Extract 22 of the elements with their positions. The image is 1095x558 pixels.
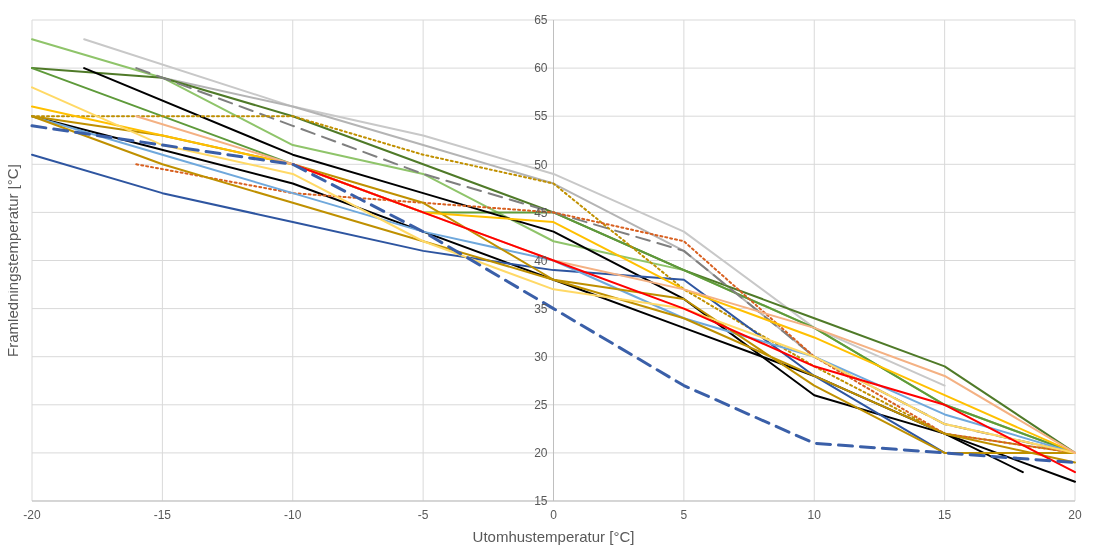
x-tick-label: 10 [807,508,822,522]
y-tick-label: 40 [534,253,548,268]
x-tick-label: 20 [1068,508,1082,522]
x-tick-label: -10 [284,508,302,522]
y-tick-label: 55 [534,109,548,124]
x-tick-label: 5 [680,508,688,522]
y-tick-label: 15 [534,494,548,509]
y-tick-label: 30 [534,349,548,364]
y-tick-label: 25 [534,398,548,412]
x-tick-label: -5 [417,508,429,522]
x-tick-label: 15 [937,508,952,522]
x-tick-label: 0 [550,508,558,522]
y-tick-label: 60 [534,61,548,76]
x-tick-label: -20 [23,508,41,522]
y-tick-label: 35 [534,301,548,316]
y-tick-label: 20 [534,446,548,461]
y-tick-label: 45 [534,205,548,220]
y-axis-title: Framledningstemperatur [°C] [4,164,21,357]
y-tick-label: 50 [534,157,548,172]
x-tick-label: -15 [153,508,172,522]
x-axis-title: Utomhustemperatur [°C] [472,528,635,545]
y-tick-label: 65 [534,13,548,28]
